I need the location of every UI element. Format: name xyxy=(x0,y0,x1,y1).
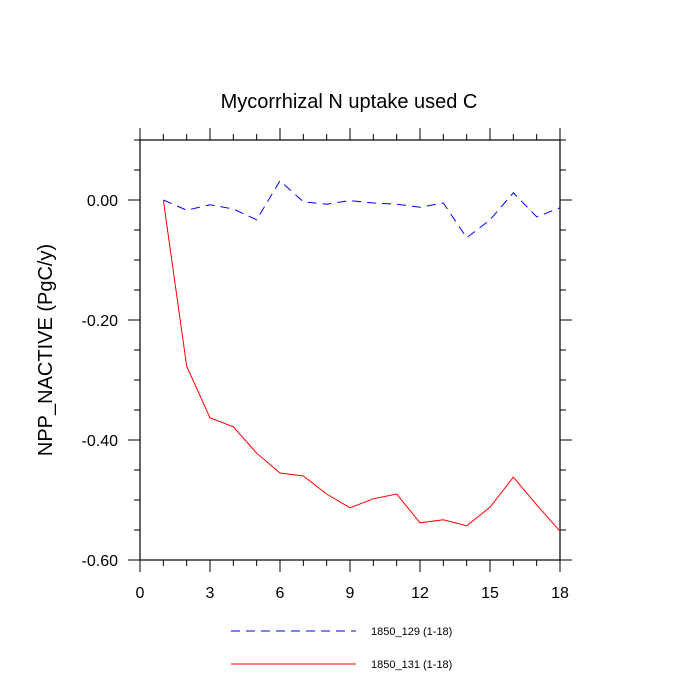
y-axis-label: NPP_NACTIVE (PgC/y) xyxy=(35,244,57,456)
series-lines xyxy=(162,180,561,532)
axis-ticks xyxy=(128,128,572,572)
x-tick-label: 15 xyxy=(481,585,499,602)
axis-tick-labels: 0 3 6 9 12 15 18 0.00 -0.20 -0.40 -0.60 xyxy=(82,193,569,602)
x-tick-label: 12 xyxy=(411,585,429,602)
y-tick-label: -0.60 xyxy=(82,553,119,570)
x-tick-label: 9 xyxy=(346,585,355,602)
legend-label-2: 1850_131 (1-18) xyxy=(371,659,452,671)
y-tick-label: -0.20 xyxy=(82,313,119,330)
y-tick-label: -0.40 xyxy=(82,433,119,450)
y-tick-label: 0.00 xyxy=(87,193,118,210)
series-line-2 xyxy=(162,199,561,532)
x-tick-label: 18 xyxy=(551,585,569,602)
plot-frame xyxy=(139,139,561,561)
x-tick-label: 6 xyxy=(276,585,285,602)
x-tick-label: 3 xyxy=(206,585,215,602)
chart-title: Mycorrhizal N uptake used C xyxy=(221,91,478,113)
series-line-1 xyxy=(163,180,561,239)
legend: 1850_129 (1-18) 1850_131 (1-18) xyxy=(231,626,452,671)
legend-label-1: 1850_129 (1-18) xyxy=(371,626,452,638)
x-tick-label: 0 xyxy=(136,585,145,602)
